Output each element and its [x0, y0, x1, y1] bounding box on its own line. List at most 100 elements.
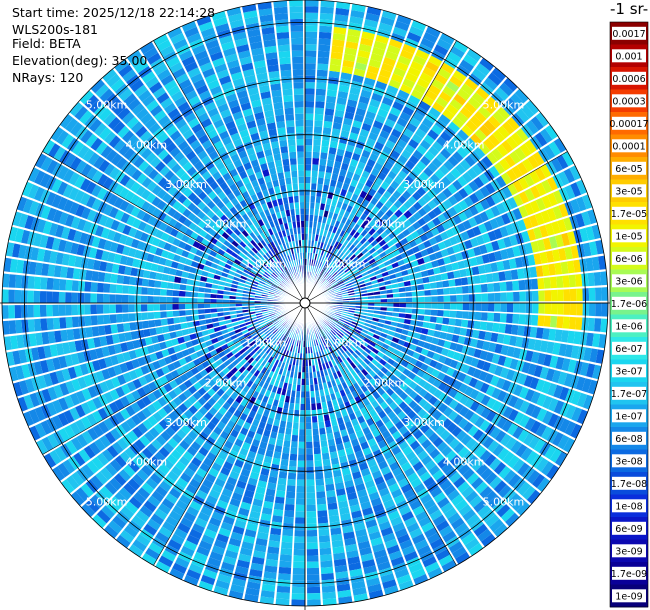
range-gate-cell [257, 447, 266, 456]
range-gate-cell [104, 324, 112, 335]
range-gate-cell [343, 441, 352, 449]
range-gate-cell [542, 328, 550, 340]
range-gate-cell [109, 304, 116, 314]
range-gate-cell [234, 438, 244, 448]
range-gate-cell [22, 411, 34, 427]
range-gate-cell [526, 489, 541, 505]
range-gate-cell [325, 165, 333, 174]
range-gate-cell [136, 534, 151, 547]
range-gate-cell [390, 180, 400, 190]
range-gate-cell [448, 138, 461, 151]
range-gate-cell [222, 515, 235, 526]
range-gate-cell [120, 396, 131, 408]
range-gate-cell [446, 422, 458, 433]
range-gate-cell [335, 378, 341, 386]
range-gate-cell [361, 248, 369, 255]
range-gate-cell [52, 415, 64, 430]
range-gate-cell [159, 341, 167, 350]
range-gate-cell [425, 26, 441, 38]
range-gate-cell [348, 185, 356, 194]
range-gate-cell [319, 389, 325, 397]
range-gate-cell [393, 123, 405, 133]
range-gate-cell [140, 295, 148, 303]
range-gate-cell [293, 561, 305, 569]
range-gate-cell [127, 430, 139, 442]
range-gate-cell [98, 325, 106, 336]
range-gate-cell [25, 378, 35, 393]
range-gate-cell [222, 299, 230, 303]
range-gate-cell [440, 347, 450, 357]
range-gate-cell [274, 321, 281, 327]
range-gate-cell [248, 396, 257, 405]
range-gate-cell [459, 406, 470, 417]
range-gate-cell [394, 420, 405, 430]
range-gate-cell [356, 234, 364, 242]
range-gate-cell [310, 195, 316, 203]
range-gate-cell [241, 441, 251, 451]
range-gate-cell [401, 511, 414, 522]
range-gate-cell [108, 401, 120, 414]
range-gate-cell [193, 400, 203, 411]
range-gate-cell [51, 178, 63, 193]
range-gate-cell [165, 339, 173, 348]
range-gate-cell [466, 513, 480, 527]
range-gate-cell [360, 213, 368, 221]
range-gate-cell [373, 549, 387, 559]
range-gate-cell [29, 425, 41, 441]
range-gate-cell [242, 495, 253, 505]
range-gate-cell [587, 209, 598, 225]
range-gate-cell [211, 483, 223, 494]
range-gate-cell [500, 172, 512, 185]
range-gate-cell [33, 276, 42, 290]
range-gate-cell [111, 376, 121, 388]
range-gate-cell [296, 485, 305, 493]
range-gate-cell [155, 272, 163, 281]
range-gate-cell [96, 304, 104, 314]
range-gate-cell [485, 273, 494, 283]
range-gate-cell [575, 274, 583, 287]
range-gate-cell [163, 415, 174, 426]
range-gate-cell [210, 298, 217, 303]
range-gate-cell [235, 299, 242, 303]
range-gate-cell [65, 316, 73, 329]
range-gate-cell [110, 428, 122, 441]
range-gate-cell [433, 453, 445, 464]
range-gate-cell [506, 346, 515, 357]
range-gate-cell [316, 261, 321, 268]
range-gate-cell [401, 165, 412, 175]
range-gate-cell [318, 421, 325, 429]
range-gate-cell [87, 209, 97, 222]
range-gate-cell [313, 441, 321, 448]
range-gate-cell [457, 260, 466, 270]
range-gate-cell [427, 199, 438, 210]
range-gate-cell [377, 439, 388, 449]
range-gate-cell [354, 62, 367, 71]
range-gate-cell [421, 455, 433, 466]
range-gate-cell [158, 419, 169, 430]
range-gate-cell [487, 252, 497, 263]
range-gate-cell [456, 222, 466, 233]
range-gate-cell [484, 263, 492, 273]
range-gate-cell [342, 224, 349, 232]
range-gate-cell [178, 357, 187, 366]
range-gate-cell [299, 416, 305, 423]
range-gate-cell [453, 476, 466, 489]
range-gate-cell [305, 157, 312, 165]
range-gate-cell [155, 485, 168, 498]
range-gate-cell [352, 342, 359, 350]
range-gate-cell [222, 267, 230, 274]
range-gate-cell [113, 364, 123, 376]
range-gate-cell [331, 282, 338, 287]
range-gate-cell [493, 480, 507, 494]
range-gate-cell [35, 332, 44, 346]
range-gate-cell [279, 554, 292, 562]
range-gate-cell [231, 262, 240, 269]
range-gate-cell [327, 238, 333, 246]
range-gate-cell [216, 379, 225, 388]
range-gate-cell [411, 414, 422, 425]
range-gate-cell [402, 190, 412, 200]
range-gate-cell [260, 467, 270, 476]
range-gate-cell [325, 341, 331, 348]
range-gate-cell [435, 281, 443, 289]
range-gate-cell [524, 417, 536, 431]
